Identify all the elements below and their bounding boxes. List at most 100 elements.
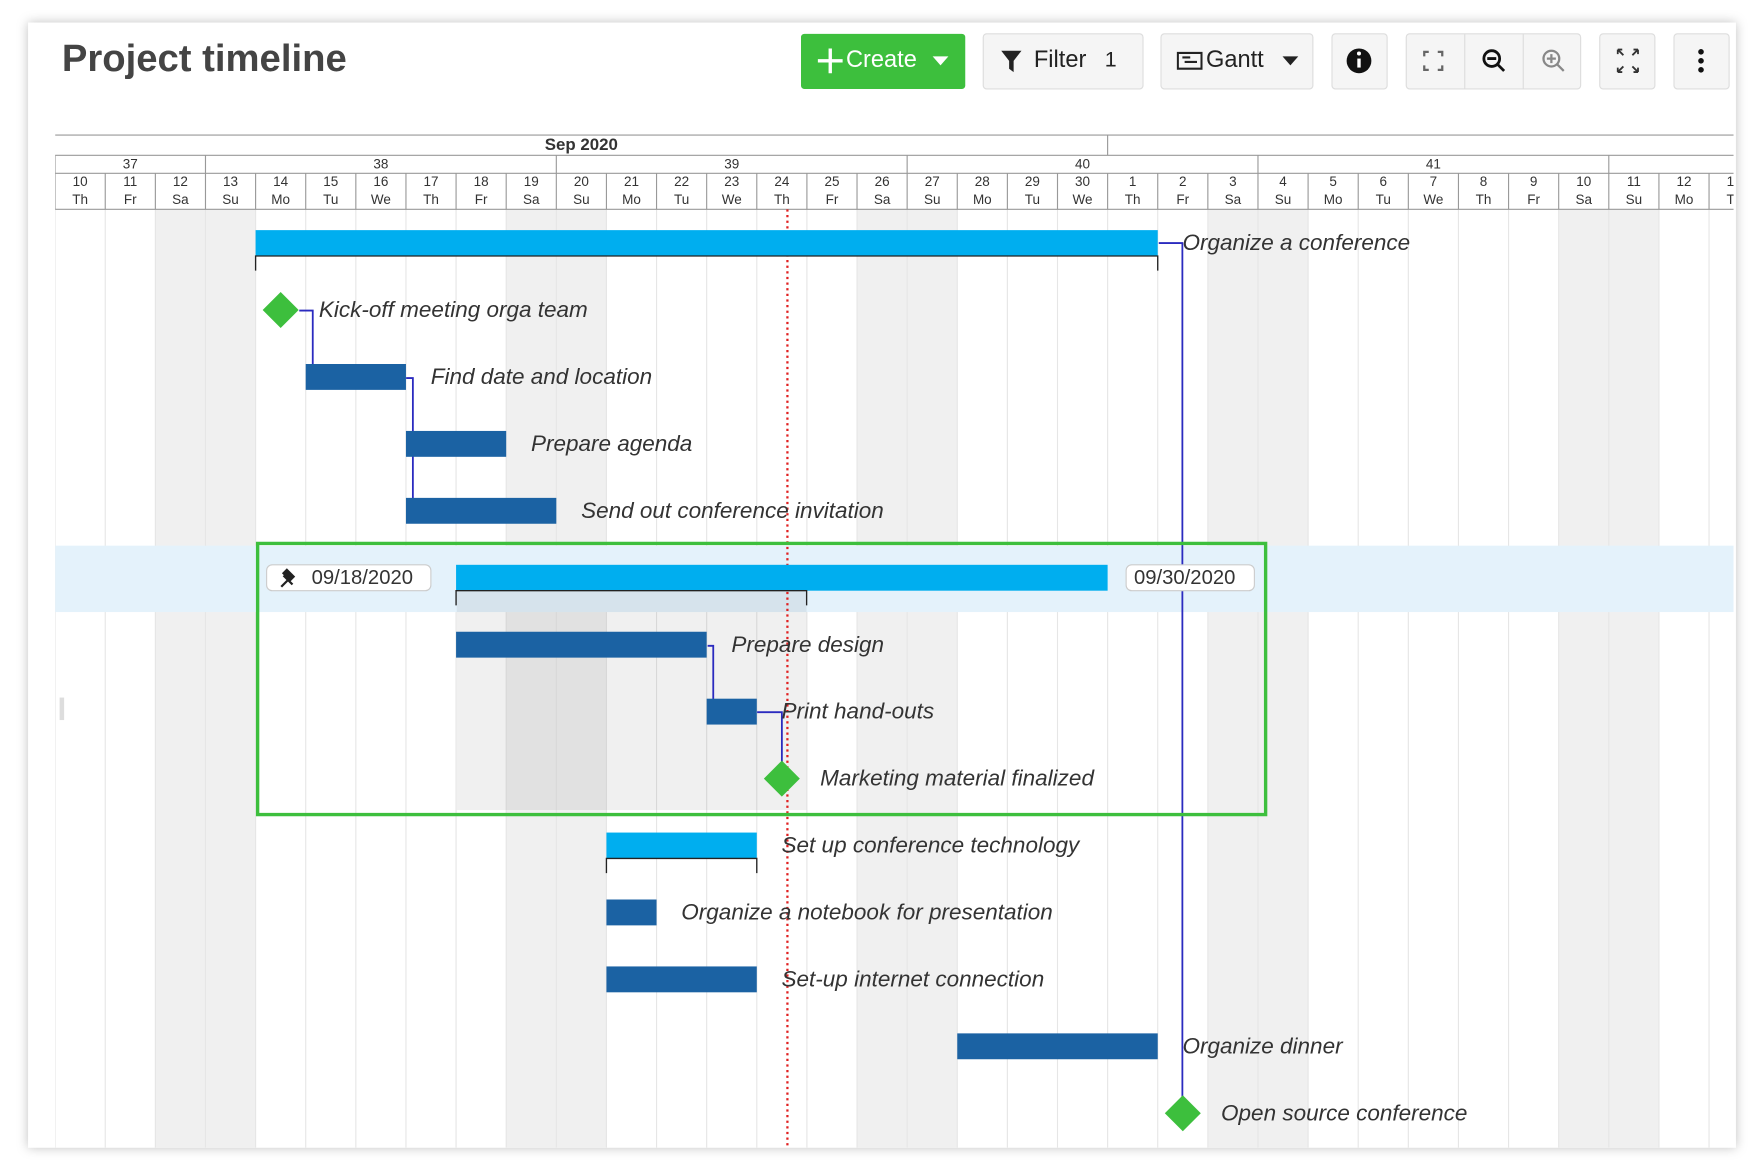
milestone bbox=[763, 760, 800, 797]
day-weekday: Su bbox=[222, 192, 239, 207]
day-number: 16 bbox=[373, 174, 388, 189]
summary-bracket bbox=[605, 857, 758, 874]
day-number: 8 bbox=[1480, 174, 1488, 189]
start-date-pill bbox=[266, 564, 432, 592]
task-label: Prepare design bbox=[731, 632, 884, 657]
month-label: Sep 2020 bbox=[545, 135, 618, 154]
task-label: Find date and location bbox=[431, 364, 652, 389]
day-number: 7 bbox=[1430, 174, 1438, 189]
more-button[interactable] bbox=[1673, 33, 1730, 90]
day-weekday: We bbox=[371, 192, 391, 207]
task-label: Send out conference invitation bbox=[581, 498, 884, 523]
day-weekday: Th bbox=[774, 192, 790, 207]
day-number: 10 bbox=[1576, 174, 1591, 189]
pin-icon bbox=[280, 568, 296, 588]
task-bar bbox=[405, 430, 507, 457]
filter-count: 1 bbox=[1105, 47, 1117, 71]
fullscreen-button[interactable] bbox=[1599, 33, 1656, 90]
day-number: 12 bbox=[1676, 174, 1691, 189]
summary-bar bbox=[606, 832, 757, 859]
day-number: 20 bbox=[574, 174, 589, 189]
day-weekday: Sa bbox=[1575, 192, 1592, 207]
task-label: Organize a notebook for presentation bbox=[681, 900, 1053, 925]
day-number: 19 bbox=[524, 174, 539, 189]
task-label: Marketing material finalized bbox=[820, 766, 1095, 791]
task-label: Set-up internet connection bbox=[782, 966, 1045, 991]
summary-bracket bbox=[455, 590, 808, 606]
filter-label: Filter bbox=[1034, 47, 1087, 73]
day-number: 4 bbox=[1279, 174, 1287, 189]
end-date-pill bbox=[1125, 564, 1255, 592]
task-label: Kick-off meeting orga team bbox=[319, 297, 588, 322]
day-weekday: Mo bbox=[622, 192, 641, 207]
task-bar bbox=[957, 1033, 1158, 1060]
milestone bbox=[1164, 1095, 1201, 1132]
day-number: 30 bbox=[1075, 174, 1090, 189]
day-number: 9 bbox=[1530, 174, 1538, 189]
day-weekday: Th bbox=[1125, 192, 1141, 207]
day-weekday: Fr bbox=[1527, 192, 1540, 207]
day-weekday: Fr bbox=[124, 192, 137, 207]
filter-button[interactable]: Filter 1 bbox=[982, 33, 1144, 90]
day-weekday: Mo bbox=[1324, 192, 1343, 207]
day-weekday: Mo bbox=[973, 192, 992, 207]
task-bar bbox=[405, 497, 557, 524]
day-number: 12 bbox=[173, 174, 188, 189]
day-weekday: Su bbox=[924, 192, 941, 207]
week-label: 39 bbox=[724, 156, 739, 171]
day-weekday: Sa bbox=[874, 192, 891, 207]
weekend-column bbox=[205, 209, 256, 1148]
task-label: Print hand-outs bbox=[782, 699, 935, 724]
task-label: Organize dinner bbox=[1182, 1033, 1344, 1058]
day-number: 27 bbox=[925, 174, 940, 189]
day-weekday: Th bbox=[1476, 192, 1492, 207]
day-weekday: Sa bbox=[1225, 192, 1242, 207]
day-weekday: Fr bbox=[1176, 192, 1189, 207]
task-label: Set up conference technology bbox=[782, 833, 1081, 858]
task-label: Prepare agenda bbox=[531, 431, 692, 456]
week-label: 41 bbox=[1426, 156, 1441, 171]
day-number: 21 bbox=[624, 174, 639, 189]
day-weekday: Sa bbox=[172, 192, 189, 207]
day-number: 15 bbox=[323, 174, 338, 189]
day-weekday: Fr bbox=[475, 192, 488, 207]
task-bar bbox=[606, 966, 757, 993]
day-number: 23 bbox=[724, 174, 739, 189]
header-bg bbox=[55, 135, 1734, 210]
day-weekday: Fr bbox=[826, 192, 839, 207]
task-layer: Organize a conference Kick-off meeting or… bbox=[254, 209, 1467, 1148]
task-bar bbox=[456, 631, 707, 658]
day-weekday: Tu bbox=[674, 192, 689, 207]
day-number: 6 bbox=[1380, 174, 1388, 189]
day-number: 2 bbox=[1179, 174, 1187, 189]
zoom-group[interactable] bbox=[1405, 33, 1582, 90]
view-button[interactable]: Gantt bbox=[1160, 33, 1314, 90]
day-number: 10 bbox=[73, 174, 88, 189]
create-button[interactable]: Create bbox=[801, 33, 966, 89]
day-number: 18 bbox=[474, 174, 489, 189]
day-number: 25 bbox=[824, 174, 839, 189]
day-weekday: Mo bbox=[1675, 192, 1694, 207]
day-weekday: Su bbox=[573, 192, 590, 207]
info-button[interactable] bbox=[1331, 33, 1388, 90]
day-number: 22 bbox=[674, 174, 689, 189]
weekend-column bbox=[506, 209, 557, 1148]
selection-frame bbox=[255, 541, 1268, 817]
weekend-column bbox=[1207, 209, 1258, 1148]
end-date: 09/30/2020 bbox=[1134, 567, 1235, 589]
scroll-handle bbox=[59, 697, 65, 721]
day-number: 11 bbox=[1627, 174, 1641, 189]
day-weekday: Th bbox=[72, 192, 88, 207]
day-weekday: We bbox=[1073, 192, 1093, 207]
day-weekday: Tu bbox=[323, 192, 338, 207]
week-label: 40 bbox=[1075, 156, 1090, 171]
day-number: 17 bbox=[424, 174, 439, 189]
task-bar bbox=[305, 364, 406, 390]
day-weekday: Mo bbox=[271, 192, 290, 207]
day-number: 11 bbox=[123, 174, 137, 189]
day-number: 28 bbox=[975, 174, 990, 189]
